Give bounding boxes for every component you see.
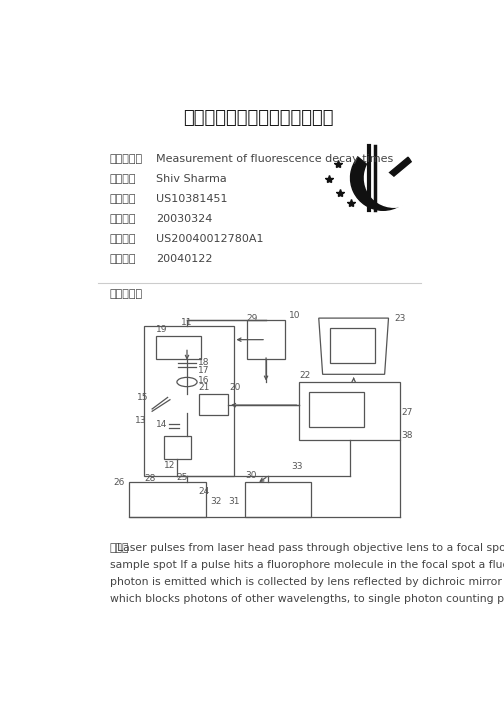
Text: 20040122: 20040122 — [156, 254, 213, 264]
Wedge shape — [364, 159, 423, 207]
Text: 16: 16 — [198, 376, 209, 385]
Text: 摘要：: 摘要： — [109, 543, 129, 553]
Text: 申请日：: 申请日： — [109, 214, 136, 224]
Text: 32: 32 — [210, 497, 222, 506]
Bar — [144, 326, 233, 476]
Text: 26: 26 — [113, 478, 125, 486]
Bar — [164, 436, 191, 459]
Text: Shiv Sharma: Shiv Sharma — [156, 174, 227, 184]
Bar — [129, 482, 206, 517]
Text: 38: 38 — [402, 431, 413, 441]
Bar — [156, 336, 201, 359]
Text: 23: 23 — [395, 314, 406, 322]
Bar — [299, 382, 400, 440]
Text: 18: 18 — [198, 358, 209, 367]
Text: sample spot If a pulse hits a fluorophore molecule in the focal spot a fluoresce: sample spot If a pulse hits a fluorophor… — [109, 560, 504, 570]
Text: 24: 24 — [199, 487, 210, 496]
Text: which blocks photons of other wavelengths, to single photon counting photomultip: which blocks photons of other wavelength… — [109, 594, 504, 604]
Text: 31: 31 — [228, 497, 239, 506]
Text: 发明人：: 发明人： — [109, 174, 136, 184]
Bar — [199, 394, 228, 415]
Text: 17: 17 — [198, 366, 209, 375]
Text: 14: 14 — [155, 420, 167, 429]
Text: 30: 30 — [245, 471, 257, 480]
Text: 22: 22 — [299, 371, 310, 381]
Text: 公开号：: 公开号： — [109, 234, 136, 244]
Text: 27: 27 — [402, 409, 413, 417]
Text: 专利名称：: 专利名称： — [109, 154, 143, 164]
Text: 28: 28 — [144, 474, 156, 483]
Text: Measurement of fluorescence decay times: Measurement of fluorescence decay times — [156, 154, 393, 164]
Text: 13: 13 — [135, 416, 147, 425]
Text: 15: 15 — [137, 393, 148, 402]
Bar — [331, 328, 375, 363]
Text: 20030324: 20030324 — [156, 214, 212, 224]
Text: 25: 25 — [176, 473, 188, 482]
Text: US20040012780A1: US20040012780A1 — [156, 234, 264, 244]
Text: 专利附图：: 专利附图： — [109, 289, 143, 299]
Text: 12: 12 — [164, 461, 175, 471]
Text: 申请号：: 申请号： — [109, 194, 136, 204]
Bar — [246, 320, 285, 359]
Text: 11: 11 — [181, 318, 193, 327]
Bar — [309, 392, 364, 426]
Text: 19: 19 — [156, 324, 167, 334]
Text: 29: 29 — [246, 314, 258, 322]
Text: 公开日：: 公开日： — [109, 254, 136, 264]
Text: 20: 20 — [230, 383, 241, 392]
Wedge shape — [350, 157, 416, 210]
Text: Laser pulses from laser head pass through objective lens to a focal spot in: Laser pulses from laser head pass throug… — [109, 543, 504, 553]
Text: US10381451: US10381451 — [156, 194, 227, 204]
Text: 专利内容由知识产权出版社提供: 专利内容由知识产权出版社提供 — [183, 109, 334, 127]
Text: 33: 33 — [292, 462, 303, 471]
Text: 10: 10 — [289, 312, 301, 320]
Bar — [245, 482, 311, 517]
Text: 21: 21 — [199, 383, 210, 392]
Text: photon is emitted which is collected by lens reflected by dichroic mirror throug: photon is emitted which is collected by … — [109, 577, 504, 587]
